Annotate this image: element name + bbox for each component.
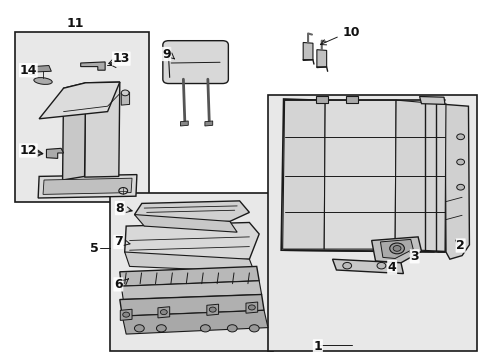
Polygon shape: [120, 294, 264, 316]
Circle shape: [160, 310, 167, 315]
Circle shape: [122, 312, 129, 317]
Text: 4: 4: [387, 261, 396, 274]
Circle shape: [248, 305, 255, 310]
Polygon shape: [204, 121, 212, 126]
Circle shape: [342, 262, 351, 269]
Polygon shape: [124, 222, 259, 263]
Polygon shape: [281, 99, 445, 252]
Polygon shape: [124, 252, 254, 272]
Text: 9: 9: [162, 48, 170, 60]
Polygon shape: [380, 239, 412, 258]
Circle shape: [119, 188, 127, 194]
Polygon shape: [158, 307, 169, 318]
Polygon shape: [120, 309, 132, 320]
Circle shape: [249, 325, 259, 332]
Polygon shape: [120, 266, 259, 286]
Bar: [15, 32, 149, 202]
Circle shape: [456, 159, 464, 165]
FancyBboxPatch shape: [163, 41, 228, 84]
Text: 7: 7: [114, 235, 122, 248]
Polygon shape: [62, 83, 85, 180]
Text: 5: 5: [90, 242, 99, 255]
Circle shape: [209, 307, 216, 312]
Polygon shape: [371, 237, 421, 263]
Polygon shape: [245, 302, 257, 313]
Text: 6: 6: [114, 278, 122, 291]
Polygon shape: [84, 82, 120, 177]
Polygon shape: [419, 96, 444, 104]
Text: 11: 11: [67, 17, 84, 30]
Polygon shape: [121, 92, 129, 105]
Polygon shape: [324, 100, 395, 249]
Polygon shape: [303, 42, 312, 60]
Polygon shape: [394, 100, 445, 251]
Circle shape: [456, 184, 464, 190]
Circle shape: [134, 325, 144, 332]
Circle shape: [392, 246, 400, 251]
Circle shape: [200, 325, 210, 332]
Bar: [267, 95, 476, 351]
Polygon shape: [134, 201, 249, 224]
Text: 14: 14: [20, 64, 37, 77]
Polygon shape: [444, 104, 468, 259]
Polygon shape: [121, 281, 261, 300]
Polygon shape: [81, 62, 105, 70]
Polygon shape: [39, 82, 120, 119]
Text: 3: 3: [409, 250, 418, 263]
Text: 2: 2: [455, 239, 464, 252]
Circle shape: [227, 325, 237, 332]
Text: 10: 10: [342, 26, 359, 39]
Polygon shape: [32, 66, 51, 72]
Polygon shape: [315, 96, 327, 103]
Text: 13: 13: [112, 52, 130, 65]
Polygon shape: [206, 304, 218, 315]
Text: 1: 1: [313, 340, 322, 353]
Circle shape: [156, 325, 166, 332]
Polygon shape: [122, 310, 267, 334]
Polygon shape: [38, 175, 137, 198]
Polygon shape: [46, 148, 63, 158]
Circle shape: [121, 90, 129, 96]
Circle shape: [456, 134, 464, 140]
Ellipse shape: [34, 78, 52, 84]
Polygon shape: [332, 259, 403, 274]
Text: 8: 8: [115, 202, 124, 215]
Polygon shape: [43, 178, 132, 194]
Text: 12: 12: [20, 144, 37, 157]
Polygon shape: [282, 100, 325, 249]
Polygon shape: [134, 215, 237, 232]
Circle shape: [376, 262, 385, 269]
Polygon shape: [316, 50, 326, 68]
Circle shape: [389, 243, 404, 254]
Polygon shape: [346, 96, 357, 103]
Polygon shape: [180, 121, 188, 126]
Bar: [110, 193, 272, 351]
